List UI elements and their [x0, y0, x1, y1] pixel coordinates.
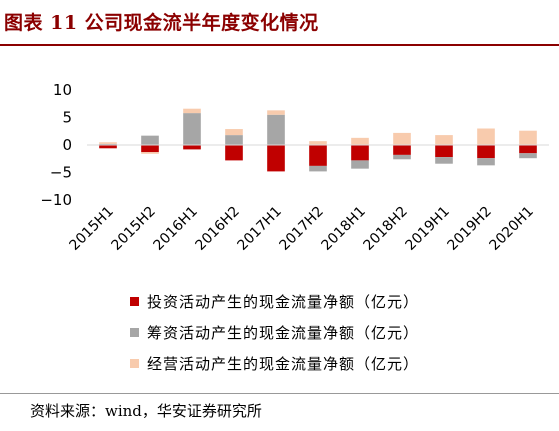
cashflow-chart: −10 −5 0 5 10 2015H12015H22016H12016H22017H1…: [40, 81, 549, 254]
title-divider: [0, 44, 559, 46]
bar-2017H2-series-2: [309, 141, 327, 145]
bar-2016H1-series-0: [183, 145, 201, 150]
bar-2018H1-series-0: [351, 145, 369, 161]
figure-title: 图表 11 公司现金流半年度变化情况: [4, 12, 319, 34]
bar-2015H1-series-0: [99, 145, 117, 149]
x-tick-label: 2019H2: [445, 204, 495, 254]
bar-2018H2-series-1: [393, 154, 411, 160]
legend-label-operating: 经营活动产生的现金流量净额（亿元）: [147, 355, 420, 373]
x-axis-ticks: 2015H12015H22016H12016H22017H12017H22018…: [67, 204, 537, 254]
bar-2019H2-series-0: [477, 145, 495, 159]
bar-2015H1-series-2: [99, 142, 117, 144]
x-tick-label: 2019H1: [403, 204, 453, 254]
bar-2016H2-series-0: [225, 145, 243, 161]
x-tick-label: 2018H2: [361, 204, 411, 254]
x-tick-label: 2017H1: [235, 204, 285, 254]
legend-swatch-investing: [130, 297, 139, 306]
y-tick-label: 0: [62, 136, 72, 154]
bar-2019H1-series-1: [435, 157, 453, 164]
y-tick-label: 10: [53, 81, 72, 99]
bar-2018H2-series-2: [393, 132, 411, 145]
bar-2015H2-series-1: [141, 135, 159, 145]
bar-2015H2-series-0: [141, 145, 159, 153]
bar-2016H2-series-2: [225, 129, 243, 136]
legend-swatch-operating: [130, 359, 139, 368]
legend-item-operating: 经营活动产生的现金流量净额（亿元）: [130, 348, 419, 379]
bar-2020H1-series-2: [519, 130, 537, 145]
legend-item-financing: 筹资活动产生的现金流量净额（亿元）: [130, 317, 419, 348]
bar-2020H1-series-0: [519, 145, 537, 154]
y-axis-ticks: −10 −5 0 5 10: [40, 81, 72, 209]
legend-swatch-financing: [130, 328, 139, 337]
bar-2017H1-series-0: [267, 145, 285, 172]
x-tick-label: 2015H2: [109, 204, 159, 254]
x-tick-label: 2017H2: [277, 204, 327, 254]
bar-2017H1-series-1: [267, 114, 285, 145]
bar-2015H1-series-1: [99, 143, 117, 145]
bar-2018H1-series-2: [351, 137, 369, 145]
bar-2017H1-series-2: [267, 110, 285, 115]
legend-item-investing: 投资活动产生的现金流量净额（亿元）: [130, 286, 419, 317]
y-tick-label: −5: [50, 164, 72, 182]
bar-2019H2-series-1: [477, 158, 495, 166]
bar-2018H2-series-0: [393, 145, 411, 155]
bar-2015H2-series-2: [141, 152, 159, 154]
bar-2019H2-series-2: [477, 128, 495, 145]
source-divider: [0, 393, 559, 394]
legend-label-financing: 筹资活动产生的现金流量净额（亿元）: [147, 324, 420, 342]
x-tick-label: 2018H1: [319, 204, 369, 254]
bar-2016H1-series-1: [183, 113, 201, 145]
x-tick-label: 2020H1: [487, 204, 537, 254]
bar-2016H1-series-2: [183, 108, 201, 114]
x-tick-label: 2015H1: [67, 204, 117, 254]
y-tick-label: −10: [40, 191, 72, 209]
legend-label-investing: 投资活动产生的现金流量净额（亿元）: [147, 293, 420, 311]
bar-2020H1-series-1: [519, 153, 537, 159]
x-tick-label: 2016H1: [151, 204, 201, 254]
x-tick-label: 2016H2: [193, 204, 243, 254]
bar-2018H1-series-1: [351, 160, 369, 169]
bar-2017H2-series-1: [309, 165, 327, 172]
bar-2019H1-series-2: [435, 135, 453, 145]
bar-2016H2-series-1: [225, 135, 243, 145]
chart-legend: 投资活动产生的现金流量净额（亿元） 筹资活动产生的现金流量净额（亿元） 经营活动…: [130, 286, 419, 379]
y-tick-label: 5: [62, 109, 72, 127]
bar-2019H1-series-0: [435, 145, 453, 158]
bar-2017H2-series-0: [309, 145, 327, 166]
bar-layer: [99, 108, 537, 172]
source-note: 资料来源：wind，华安证券研究所: [30, 402, 262, 420]
